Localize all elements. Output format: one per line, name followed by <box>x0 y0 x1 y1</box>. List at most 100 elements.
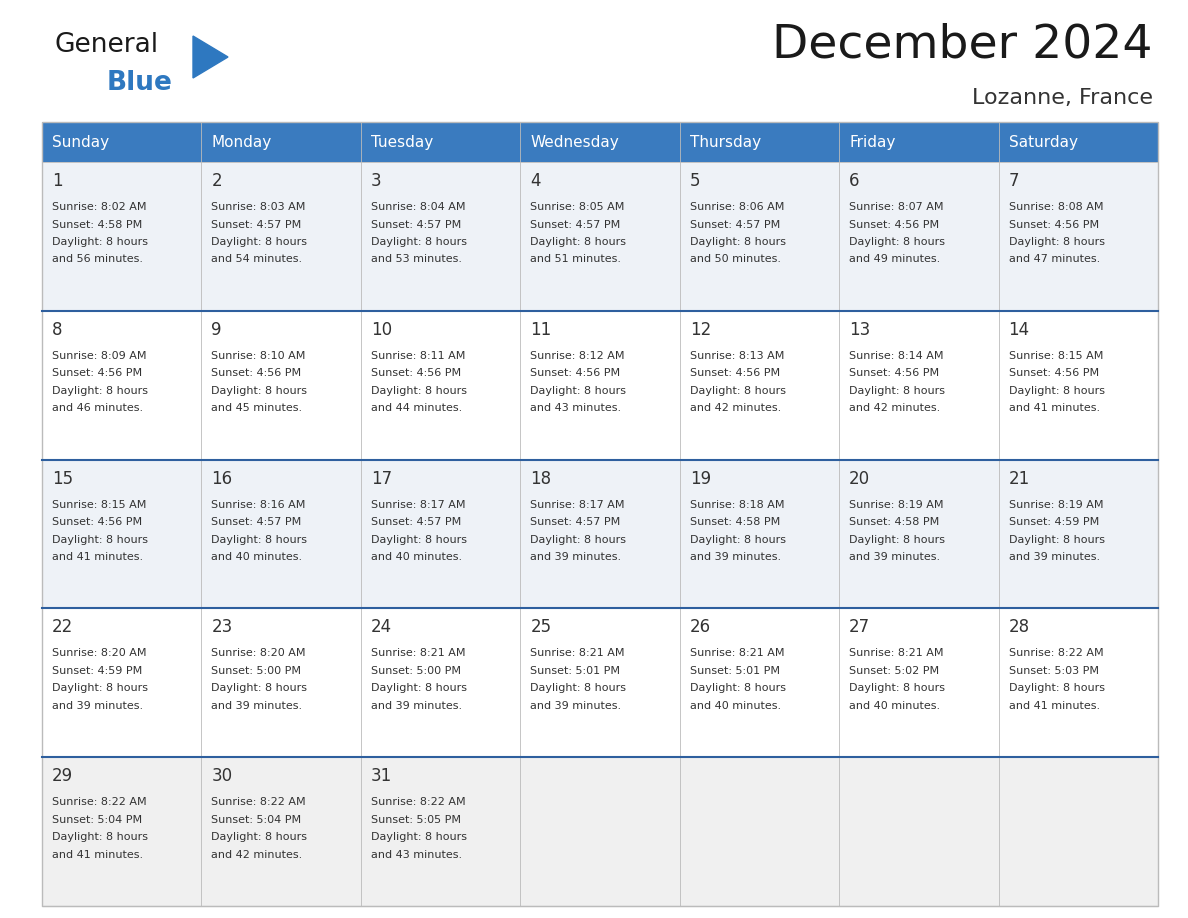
Text: Sunrise: 8:18 AM: Sunrise: 8:18 AM <box>690 499 784 509</box>
Text: Sunrise: 8:22 AM: Sunrise: 8:22 AM <box>211 797 307 807</box>
Text: and 46 minutes.: and 46 minutes. <box>52 403 143 413</box>
Text: and 41 minutes.: and 41 minutes. <box>52 850 143 859</box>
Text: Sunrise: 8:17 AM: Sunrise: 8:17 AM <box>371 499 466 509</box>
Text: Daylight: 8 hours: Daylight: 8 hours <box>211 386 308 396</box>
Text: 3: 3 <box>371 172 381 190</box>
Text: Sunset: 4:57 PM: Sunset: 4:57 PM <box>371 517 461 527</box>
Text: Sunrise: 8:17 AM: Sunrise: 8:17 AM <box>530 499 625 509</box>
Text: Sunrise: 8:21 AM: Sunrise: 8:21 AM <box>371 648 466 658</box>
Text: Sunset: 4:56 PM: Sunset: 4:56 PM <box>690 368 779 378</box>
Text: and 44 minutes.: and 44 minutes. <box>371 403 462 413</box>
Text: Sunset: 5:04 PM: Sunset: 5:04 PM <box>52 814 143 824</box>
Text: Sunrise: 8:02 AM: Sunrise: 8:02 AM <box>52 202 146 212</box>
Text: Daylight: 8 hours: Daylight: 8 hours <box>849 386 946 396</box>
Text: and 39 minutes.: and 39 minutes. <box>371 701 462 711</box>
Text: and 41 minutes.: and 41 minutes. <box>1009 701 1100 711</box>
Text: Friday: Friday <box>849 135 896 150</box>
Text: 14: 14 <box>1009 320 1030 339</box>
Text: 19: 19 <box>690 470 710 487</box>
Text: Sunset: 4:58 PM: Sunset: 4:58 PM <box>690 517 781 527</box>
Text: 18: 18 <box>530 470 551 487</box>
Text: Sunset: 4:57 PM: Sunset: 4:57 PM <box>211 219 302 230</box>
Text: and 54 minutes.: and 54 minutes. <box>211 254 303 264</box>
Text: 13: 13 <box>849 320 871 339</box>
Text: Sunrise: 8:19 AM: Sunrise: 8:19 AM <box>1009 499 1104 509</box>
Text: Daylight: 8 hours: Daylight: 8 hours <box>849 534 946 544</box>
Text: Sunset: 4:56 PM: Sunset: 4:56 PM <box>211 368 302 378</box>
Text: Sunset: 4:59 PM: Sunset: 4:59 PM <box>52 666 143 676</box>
Text: Daylight: 8 hours: Daylight: 8 hours <box>52 683 148 693</box>
Text: Sunset: 4:56 PM: Sunset: 4:56 PM <box>371 368 461 378</box>
Text: Daylight: 8 hours: Daylight: 8 hours <box>371 683 467 693</box>
Text: Daylight: 8 hours: Daylight: 8 hours <box>211 683 308 693</box>
Text: Sunset: 5:03 PM: Sunset: 5:03 PM <box>1009 666 1099 676</box>
Text: Sunset: 5:01 PM: Sunset: 5:01 PM <box>690 666 779 676</box>
Text: Sunrise: 8:06 AM: Sunrise: 8:06 AM <box>690 202 784 212</box>
Text: Sunrise: 8:15 AM: Sunrise: 8:15 AM <box>52 499 146 509</box>
Text: 12: 12 <box>690 320 710 339</box>
Text: and 40 minutes.: and 40 minutes. <box>690 701 781 711</box>
Bar <box>42 460 1158 609</box>
Text: and 47 minutes.: and 47 minutes. <box>1009 254 1100 264</box>
Text: Sunset: 5:00 PM: Sunset: 5:00 PM <box>211 666 302 676</box>
Text: 15: 15 <box>52 470 74 487</box>
Text: 20: 20 <box>849 470 871 487</box>
Text: 31: 31 <box>371 767 392 785</box>
Text: Sunset: 5:04 PM: Sunset: 5:04 PM <box>211 814 302 824</box>
Text: 17: 17 <box>371 470 392 487</box>
Text: Sunset: 4:57 PM: Sunset: 4:57 PM <box>530 219 620 230</box>
Text: Sunset: 4:56 PM: Sunset: 4:56 PM <box>1009 219 1099 230</box>
Text: Daylight: 8 hours: Daylight: 8 hours <box>371 833 467 842</box>
Text: Sunrise: 8:11 AM: Sunrise: 8:11 AM <box>371 351 466 361</box>
Text: Daylight: 8 hours: Daylight: 8 hours <box>52 534 148 544</box>
Text: Sunrise: 8:12 AM: Sunrise: 8:12 AM <box>530 351 625 361</box>
Text: and 40 minutes.: and 40 minutes. <box>371 552 462 562</box>
Text: Daylight: 8 hours: Daylight: 8 hours <box>849 237 946 247</box>
Text: Daylight: 8 hours: Daylight: 8 hours <box>849 683 946 693</box>
Text: Daylight: 8 hours: Daylight: 8 hours <box>371 386 467 396</box>
Text: and 41 minutes.: and 41 minutes. <box>52 552 143 562</box>
Text: Daylight: 8 hours: Daylight: 8 hours <box>1009 683 1105 693</box>
Text: 11: 11 <box>530 320 551 339</box>
Bar <box>42 609 1158 757</box>
Text: 26: 26 <box>690 619 710 636</box>
Text: and 39 minutes.: and 39 minutes. <box>1009 552 1100 562</box>
Text: Sunrise: 8:22 AM: Sunrise: 8:22 AM <box>52 797 146 807</box>
Text: Sunrise: 8:16 AM: Sunrise: 8:16 AM <box>211 499 305 509</box>
Text: Sunset: 4:57 PM: Sunset: 4:57 PM <box>530 517 620 527</box>
Text: and 39 minutes.: and 39 minutes. <box>530 552 621 562</box>
Text: Sunset: 5:00 PM: Sunset: 5:00 PM <box>371 666 461 676</box>
Text: Daylight: 8 hours: Daylight: 8 hours <box>52 833 148 842</box>
Text: Daylight: 8 hours: Daylight: 8 hours <box>530 237 626 247</box>
Text: 6: 6 <box>849 172 860 190</box>
Text: Sunset: 4:56 PM: Sunset: 4:56 PM <box>849 368 940 378</box>
Text: Daylight: 8 hours: Daylight: 8 hours <box>211 237 308 247</box>
Text: 4: 4 <box>530 172 541 190</box>
Text: Sunrise: 8:08 AM: Sunrise: 8:08 AM <box>1009 202 1104 212</box>
Text: 5: 5 <box>690 172 700 190</box>
Text: Sunset: 5:01 PM: Sunset: 5:01 PM <box>530 666 620 676</box>
Text: and 41 minutes.: and 41 minutes. <box>1009 403 1100 413</box>
Text: and 39 minutes.: and 39 minutes. <box>690 552 781 562</box>
Text: Sunset: 4:56 PM: Sunset: 4:56 PM <box>849 219 940 230</box>
Text: Sunrise: 8:04 AM: Sunrise: 8:04 AM <box>371 202 466 212</box>
Text: Sunset: 4:56 PM: Sunset: 4:56 PM <box>1009 368 1099 378</box>
Text: and 50 minutes.: and 50 minutes. <box>690 254 781 264</box>
Bar <box>42 162 1158 311</box>
Text: and 42 minutes.: and 42 minutes. <box>211 850 303 859</box>
Text: Sunset: 4:58 PM: Sunset: 4:58 PM <box>52 219 143 230</box>
Text: 8: 8 <box>52 320 63 339</box>
Text: Sunrise: 8:09 AM: Sunrise: 8:09 AM <box>52 351 146 361</box>
Text: Monday: Monday <box>211 135 272 150</box>
Text: and 53 minutes.: and 53 minutes. <box>371 254 462 264</box>
Text: Sunset: 4:56 PM: Sunset: 4:56 PM <box>530 368 620 378</box>
Text: Saturday: Saturday <box>1009 135 1078 150</box>
Text: and 49 minutes.: and 49 minutes. <box>849 254 941 264</box>
Text: Sunrise: 8:21 AM: Sunrise: 8:21 AM <box>849 648 943 658</box>
Text: and 45 minutes.: and 45 minutes. <box>211 403 303 413</box>
Text: Sunrise: 8:05 AM: Sunrise: 8:05 AM <box>530 202 625 212</box>
Text: 7: 7 <box>1009 172 1019 190</box>
Text: 16: 16 <box>211 470 233 487</box>
Text: 24: 24 <box>371 619 392 636</box>
Text: and 39 minutes.: and 39 minutes. <box>52 701 143 711</box>
